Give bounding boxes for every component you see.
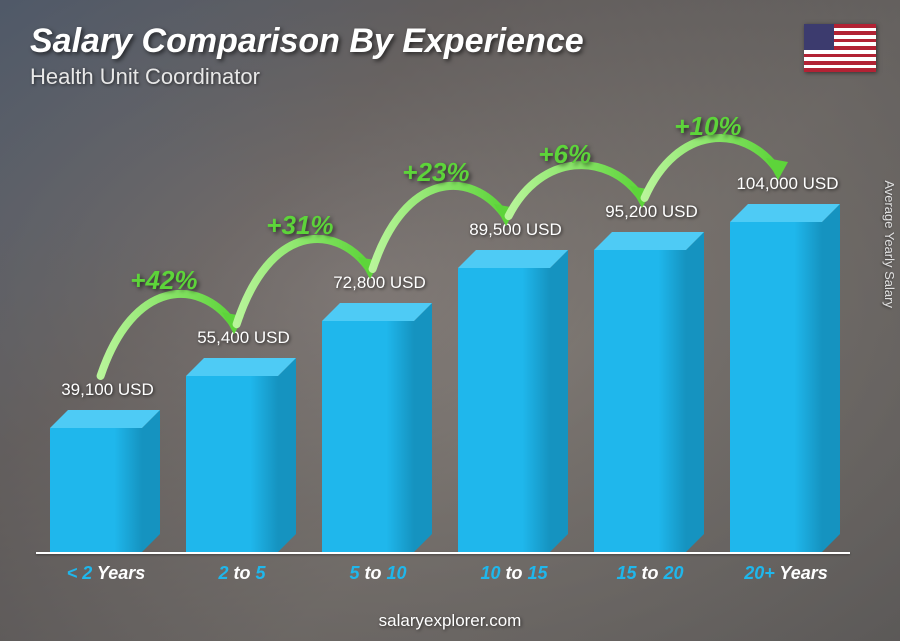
- bar-front: [458, 268, 550, 552]
- bar-top: [50, 410, 160, 428]
- bar-chart: 39,100 USD< 2 Years55,400 USD2 to 572,80…: [36, 120, 850, 586]
- bar-value-label: 55,400 USD: [166, 328, 321, 348]
- country-flag-icon: [804, 24, 876, 72]
- bar-category-label: 20+ Years: [716, 563, 856, 584]
- bar-side: [822, 204, 840, 552]
- percent-increase-label: +23%: [402, 157, 469, 188]
- percent-increase-label: +10%: [674, 111, 741, 142]
- bar-value-label: 72,800 USD: [302, 273, 457, 293]
- percent-increase-label: +6%: [538, 139, 591, 170]
- bar-front: [730, 222, 822, 552]
- page-subtitle: Health Unit Coordinator: [30, 64, 260, 90]
- bar-category-label: 2 to 5: [172, 563, 312, 584]
- bar-category-label: 5 to 10: [308, 563, 448, 584]
- bar-front: [50, 428, 142, 552]
- bar-value-label: 39,100 USD: [30, 380, 185, 400]
- bar-category-label: < 2 Years: [36, 563, 176, 584]
- footer-attribution: salaryexplorer.com: [0, 611, 900, 631]
- infographic-container: Salary Comparison By Experience Health U…: [0, 0, 900, 641]
- bar-category-label: 10 to 15: [444, 563, 584, 584]
- bar-front: [186, 376, 278, 552]
- bar-top: [186, 358, 296, 376]
- chart-baseline: [36, 552, 850, 554]
- percent-increase-label: +31%: [266, 210, 333, 241]
- bar-category-label: 15 to 20: [580, 563, 720, 584]
- bar-side: [278, 358, 296, 552]
- bar-side: [414, 303, 432, 552]
- bar-top: [594, 232, 704, 250]
- bar-front: [322, 321, 414, 552]
- bar-side: [550, 250, 568, 552]
- bar-side: [142, 410, 160, 552]
- bar-front: [594, 250, 686, 552]
- y-axis-label: Average Yearly Salary: [883, 180, 898, 308]
- bar-top: [730, 204, 840, 222]
- bar-value-label: 104,000 USD: [710, 174, 865, 194]
- bar-value-label: 89,500 USD: [438, 220, 593, 240]
- bar-value-label: 95,200 USD: [574, 202, 729, 222]
- page-title: Salary Comparison By Experience: [30, 22, 584, 61]
- bar-top: [458, 250, 568, 268]
- bar-side: [686, 232, 704, 552]
- percent-increase-label: +42%: [130, 265, 197, 296]
- bar-top: [322, 303, 432, 321]
